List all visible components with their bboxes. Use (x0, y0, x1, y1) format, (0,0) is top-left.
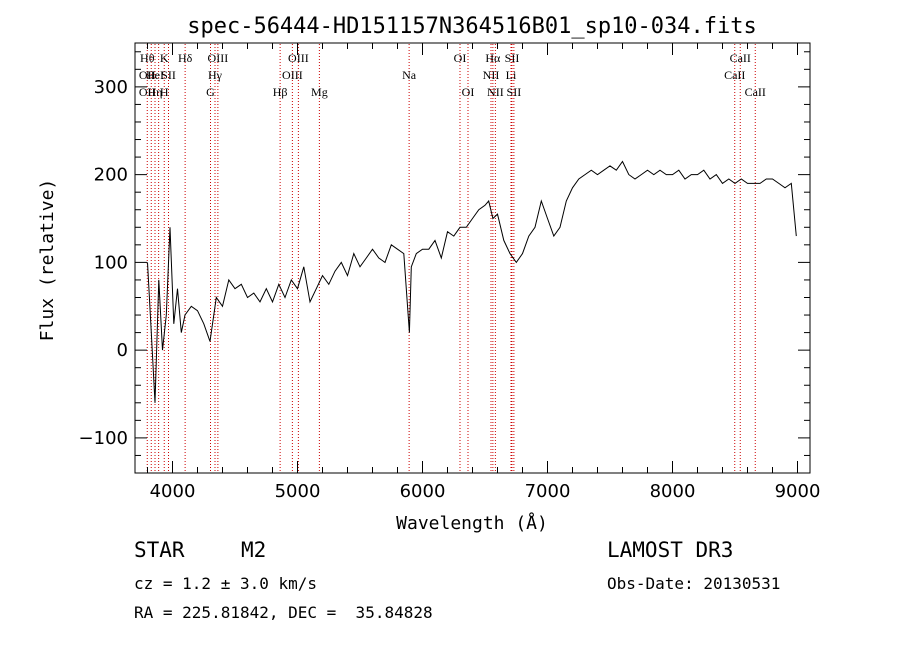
y-tick-label: 200 (94, 165, 128, 186)
spectral-line-label: SII (505, 51, 520, 65)
x-tick-label: 8000 (650, 481, 696, 502)
plot-frame (134, 42, 811, 474)
spectral-line-label: CaII (745, 85, 766, 99)
spectral-line-label: OI (462, 85, 475, 99)
spectral-line-label: SII (161, 68, 176, 82)
y-tick-label: 0 (117, 340, 128, 361)
observation-date: Obs-Date: 20130531 (607, 574, 781, 593)
spectral-line-label: Na (402, 68, 417, 82)
spectral-line-label: Mg (311, 85, 328, 99)
spectral-line-label: Hβ (273, 85, 288, 99)
x-tick-label: 6000 (400, 481, 446, 502)
x-axis-label: Wavelength (Å) (396, 512, 548, 534)
y-tick-label: −100 (79, 428, 128, 449)
x-tick-label: 4000 (150, 481, 196, 502)
object-subclass: M2 (241, 538, 267, 562)
spectral-line-label: OII (139, 85, 156, 99)
x-tick-label: 9000 (775, 481, 821, 502)
ra-dec: RA = 225.81842, DEC = 35.84828 (134, 603, 433, 622)
object-class: STAR (134, 538, 185, 562)
spectral-line-label: Hα (485, 51, 501, 65)
spectral-line-label: HeI (146, 68, 164, 82)
spectral-line-label: OIII (282, 68, 303, 82)
spectral-line-label: OIII (288, 51, 309, 65)
spectral-line-label: NII (487, 85, 504, 99)
spectral-line-label: NII (483, 68, 500, 82)
y-axis-label: Flux (relative) (37, 179, 58, 342)
spectral-line-label: CaII (730, 51, 751, 65)
spectral-line-label: Hθ (140, 51, 155, 65)
axis-ticks: 4000 5000 6000 7000 8000 9000 −100 0 100 200 300 (79, 43, 821, 502)
x-tick-label: 5000 (275, 481, 321, 502)
spectral-line-label: Hγ (208, 68, 223, 82)
redshift-cz: cz = 1.2 ± 3.0 km/s (134, 574, 318, 593)
spectral-line-label: Hδ (178, 51, 193, 65)
spectral-line-label: SII (507, 85, 522, 99)
spectral-line-label: CaII (724, 68, 745, 82)
spectrum-line (147, 160, 797, 403)
spectral-line-label: Li (506, 68, 517, 82)
survey-name: LAMOST DR3 (607, 538, 734, 562)
chart-title: spec-56444-HD151157N364516B01_sp10-034.f… (187, 14, 757, 39)
y-tick-label: 100 (94, 252, 128, 273)
spectral-line-label: K (160, 51, 169, 65)
y-tick-label: 300 (94, 77, 128, 98)
spectral-line-label: H (160, 85, 169, 99)
spectral-line-markers (146, 44, 756, 472)
spectral-line-label: OIII (208, 51, 229, 65)
spectral-line-label: OII (139, 68, 156, 82)
spectral-line-labels: HθOIIOIIHeIHηKHSIIHδGHγOIIIHβOIIIOIIIMgN… (139, 51, 766, 99)
x-tick-label: 7000 (525, 481, 571, 502)
spectral-line-label: OI (454, 51, 467, 65)
spectral-line-label: G (206, 85, 215, 99)
spectral-line-label: Hη (148, 85, 163, 99)
